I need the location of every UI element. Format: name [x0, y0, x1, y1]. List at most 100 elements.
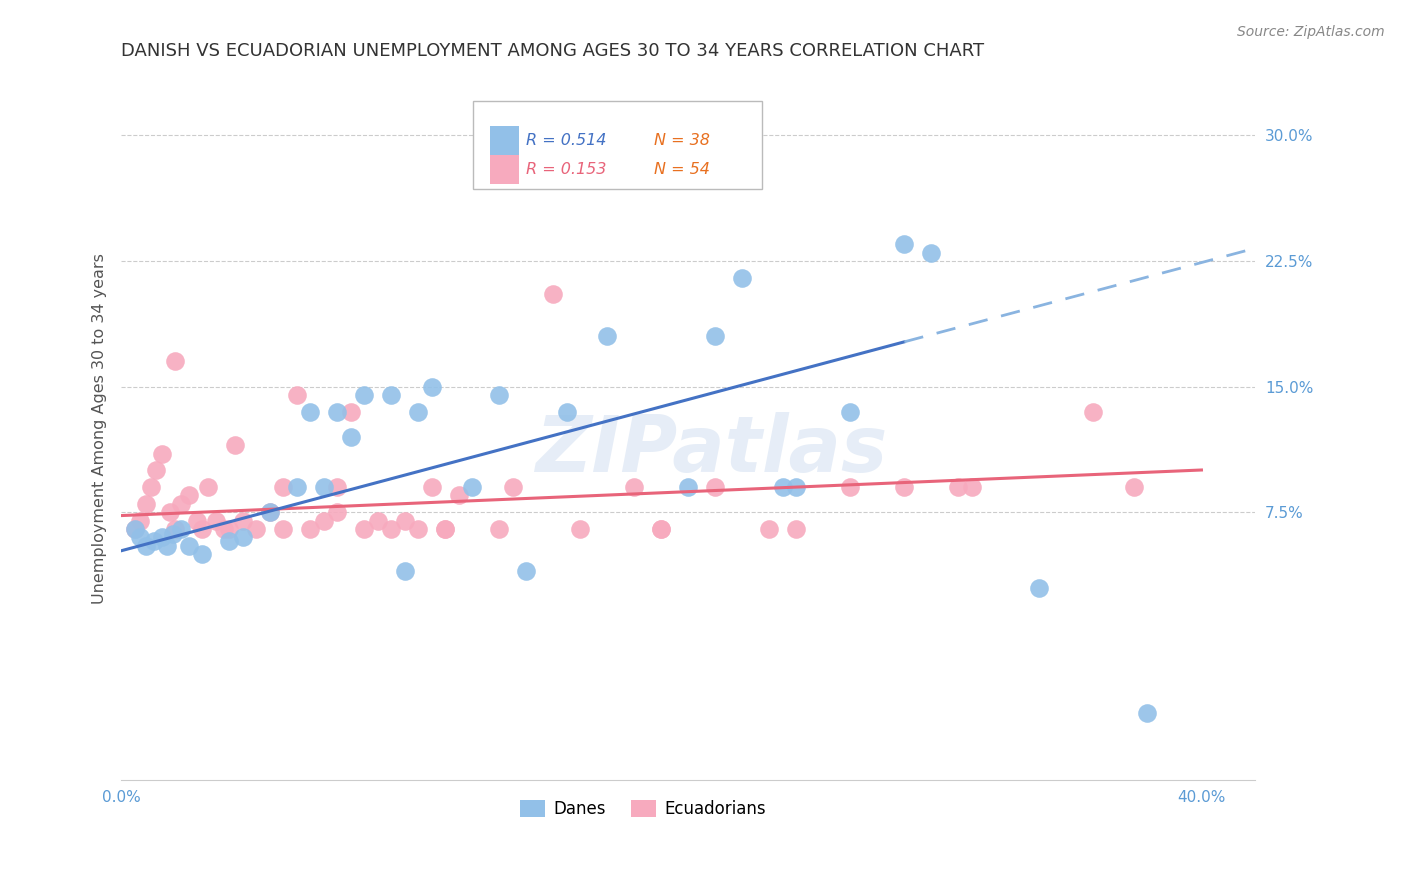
Point — [139, 480, 162, 494]
Point — [758, 522, 780, 536]
Point — [271, 480, 294, 494]
Point — [839, 480, 862, 494]
Text: ZIPatlas: ZIPatlas — [534, 411, 887, 488]
Point — [165, 522, 187, 536]
Point — [785, 522, 807, 536]
Point — [204, 514, 226, 528]
Point — [785, 480, 807, 494]
Point — [434, 522, 457, 536]
Point — [380, 388, 402, 402]
Point — [339, 430, 361, 444]
Point — [367, 514, 389, 528]
Point — [1083, 405, 1105, 419]
Point — [129, 530, 152, 544]
Point — [135, 539, 157, 553]
Point — [488, 388, 510, 402]
Point — [650, 522, 672, 536]
Text: N = 54: N = 54 — [654, 162, 710, 177]
Point — [394, 514, 416, 528]
Point — [156, 539, 179, 553]
Point — [232, 514, 254, 528]
FancyBboxPatch shape — [472, 101, 762, 189]
Point — [420, 480, 443, 494]
Point — [353, 388, 375, 402]
Point — [920, 245, 942, 260]
Point — [312, 480, 335, 494]
Point — [191, 522, 214, 536]
Point — [893, 480, 915, 494]
Point — [169, 497, 191, 511]
Y-axis label: Unemployment Among Ages 30 to 34 years: Unemployment Among Ages 30 to 34 years — [93, 253, 107, 604]
Point — [839, 405, 862, 419]
Point — [569, 522, 592, 536]
Point — [596, 329, 619, 343]
Point — [169, 522, 191, 536]
FancyBboxPatch shape — [489, 154, 519, 185]
Point — [218, 522, 240, 536]
Point — [150, 530, 173, 544]
Point — [285, 480, 308, 494]
Point — [406, 405, 429, 419]
Point — [1136, 706, 1159, 721]
Point — [271, 522, 294, 536]
Point — [312, 514, 335, 528]
Point — [197, 480, 219, 494]
Text: Source: ZipAtlas.com: Source: ZipAtlas.com — [1237, 25, 1385, 39]
Text: N = 38: N = 38 — [654, 133, 710, 148]
Point — [145, 463, 167, 477]
Point — [380, 522, 402, 536]
Point — [555, 405, 578, 419]
Point — [232, 530, 254, 544]
Point — [186, 514, 208, 528]
Point — [406, 522, 429, 536]
Point — [142, 533, 165, 548]
Point — [461, 480, 484, 494]
Legend: Danes, Ecuadorians: Danes, Ecuadorians — [513, 793, 772, 825]
Point — [177, 539, 200, 553]
Point — [434, 522, 457, 536]
FancyBboxPatch shape — [489, 126, 519, 155]
Point — [212, 522, 235, 536]
Point — [285, 388, 308, 402]
Point — [893, 237, 915, 252]
Point — [515, 564, 537, 578]
Point — [488, 522, 510, 536]
Point — [150, 446, 173, 460]
Point — [704, 329, 727, 343]
Point — [326, 480, 349, 494]
Point — [299, 405, 322, 419]
Point — [650, 522, 672, 536]
Point — [124, 522, 146, 536]
Point — [245, 522, 267, 536]
Point — [447, 488, 470, 502]
Point — [394, 564, 416, 578]
Point — [420, 379, 443, 393]
Point — [224, 438, 246, 452]
Point — [704, 480, 727, 494]
Point — [162, 527, 184, 541]
Point — [1028, 581, 1050, 595]
Point — [326, 405, 349, 419]
Point — [948, 480, 970, 494]
Point — [259, 505, 281, 519]
Point — [326, 505, 349, 519]
Point — [772, 480, 794, 494]
Point — [218, 533, 240, 548]
Point — [353, 522, 375, 536]
Point — [543, 287, 565, 301]
Text: R = 0.514: R = 0.514 — [526, 133, 606, 148]
Point — [299, 522, 322, 536]
Point — [623, 480, 645, 494]
Point — [678, 480, 700, 494]
Point — [259, 505, 281, 519]
Point — [165, 354, 187, 368]
Text: DANISH VS ECUADORIAN UNEMPLOYMENT AMONG AGES 30 TO 34 YEARS CORRELATION CHART: DANISH VS ECUADORIAN UNEMPLOYMENT AMONG … — [121, 42, 984, 60]
Point — [135, 497, 157, 511]
Point — [159, 505, 181, 519]
Text: R = 0.153: R = 0.153 — [526, 162, 606, 177]
Point — [129, 514, 152, 528]
Point — [731, 270, 754, 285]
Point — [502, 480, 524, 494]
Point — [339, 405, 361, 419]
Point — [191, 547, 214, 561]
